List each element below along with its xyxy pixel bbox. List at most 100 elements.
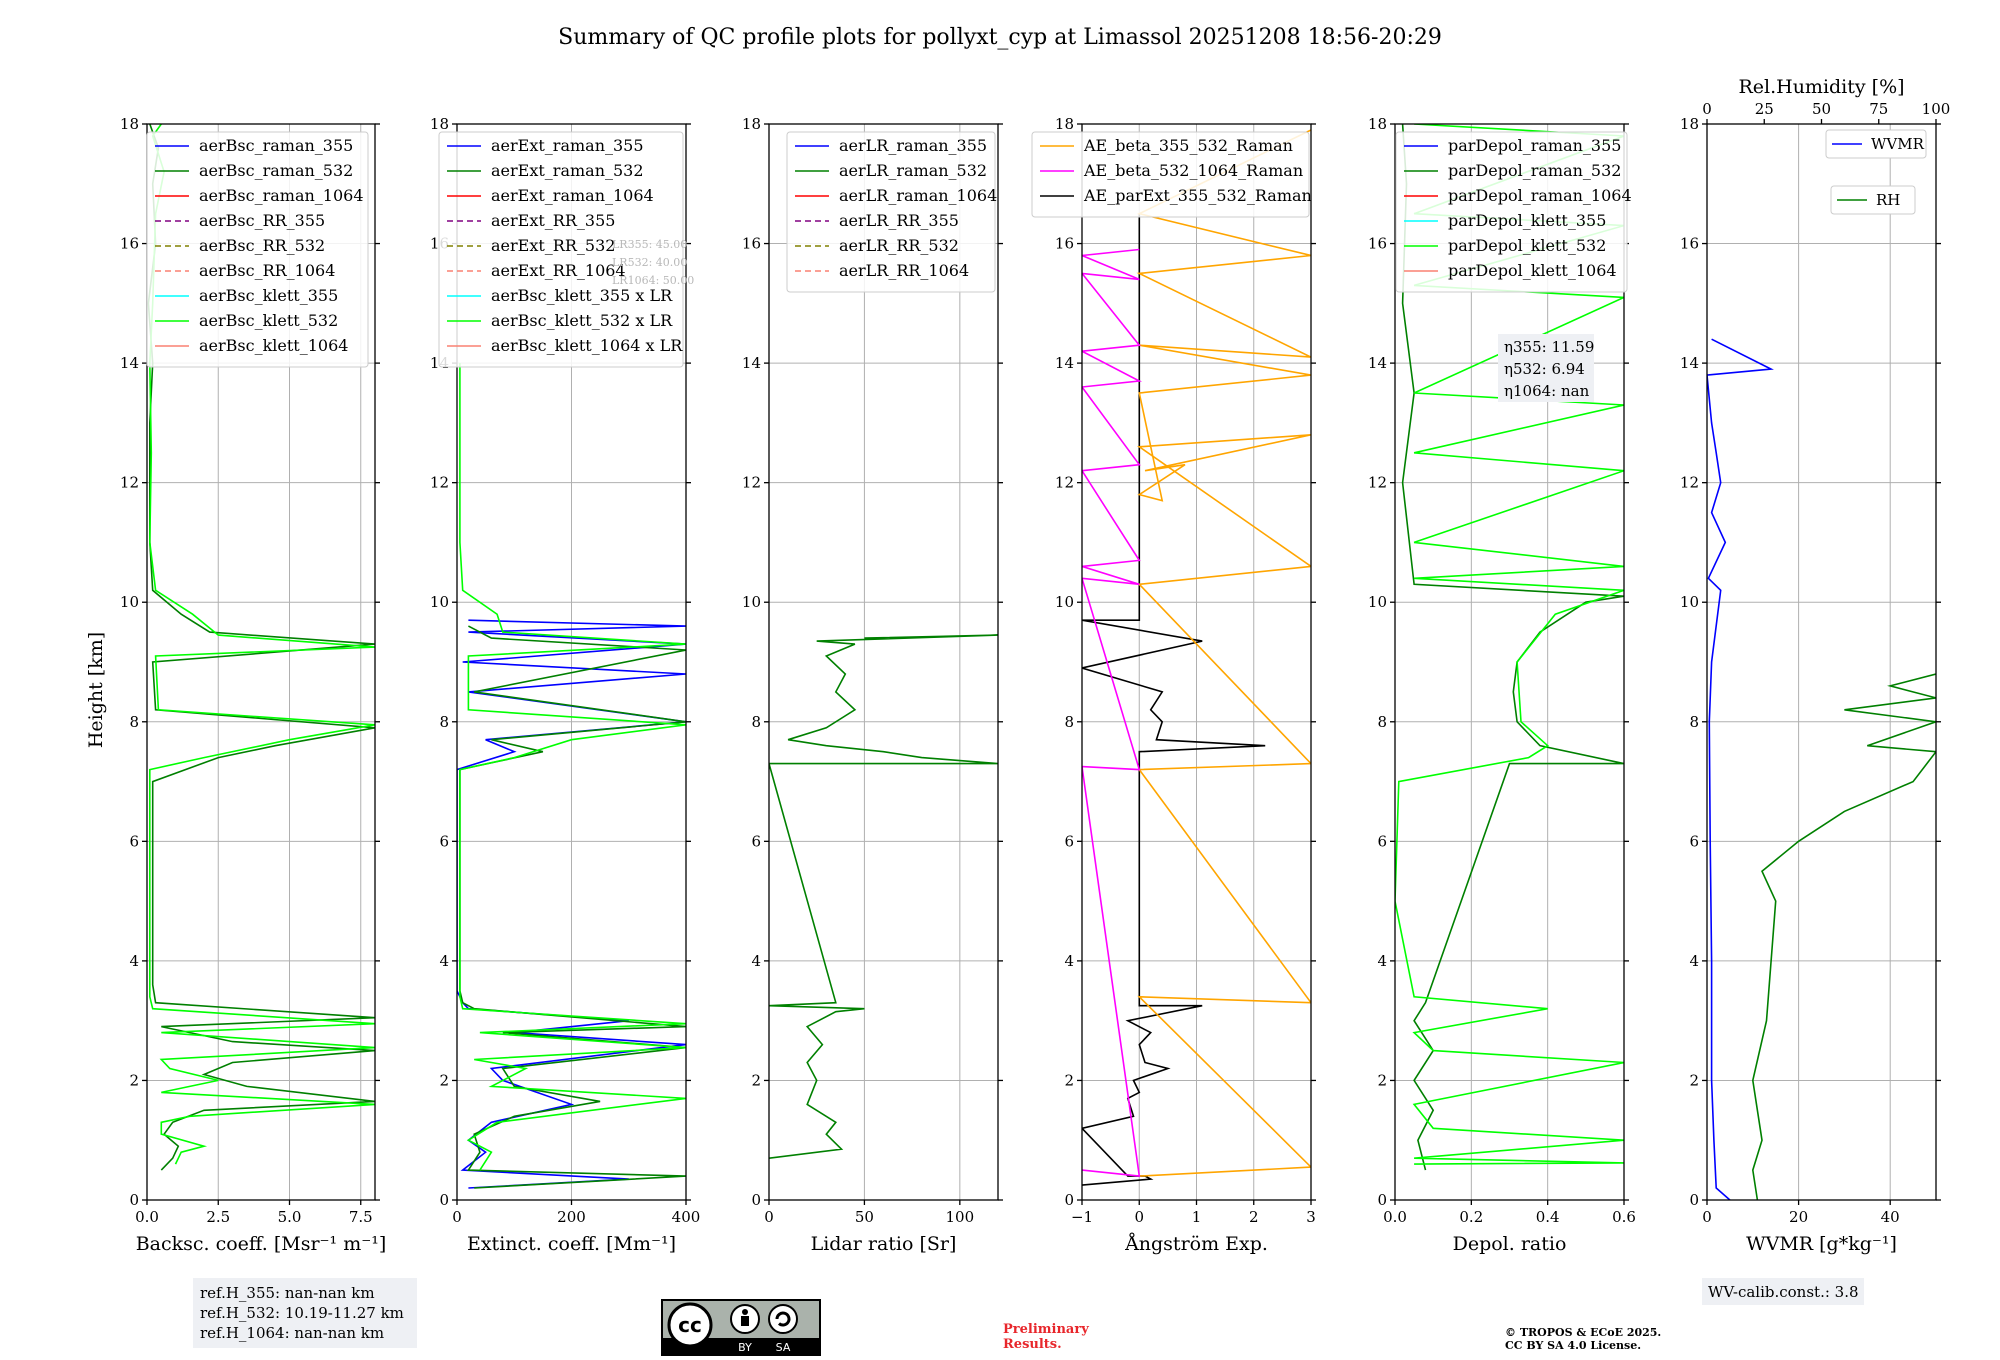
y-tick-label: 12 — [742, 474, 761, 492]
legend-box — [1395, 131, 1628, 293]
top-x-tick-label: 25 — [1755, 100, 1774, 118]
ref-height-1064: ref.H_1064: nan-nan km — [200, 1324, 384, 1342]
y-tick-label: 6 — [439, 832, 449, 850]
x-tick-label: 0 — [1702, 1208, 1712, 1226]
x-tick-label: 0 — [1134, 1208, 1144, 1226]
legend-label: aerExt_RR_532 — [491, 236, 615, 255]
series-line-parDepol_klett_532 — [1395, 124, 1624, 1165]
y-tick-label: 12 — [1368, 474, 1387, 492]
legend-label: aerBsc_raman_532 — [199, 161, 353, 180]
x-tick-label: 2 — [1249, 1208, 1259, 1226]
legend-box — [1031, 131, 1310, 218]
legend-label: aerExt_raman_532 — [491, 161, 644, 180]
series-group — [1082, 129, 1311, 1186]
plot-frame — [146, 123, 376, 1201]
by-icon-body — [741, 1316, 749, 1326]
y-tick-label: 6 — [1064, 832, 1074, 850]
x-tick-label: 20 — [1789, 1208, 1808, 1226]
y-tick-label: 4 — [1689, 952, 1699, 970]
eta-line: η532: 6.94 — [1504, 360, 1585, 378]
legend-label: aerExt_raman_1064 — [491, 186, 654, 205]
x-tick-label: 0.2 — [1459, 1208, 1483, 1226]
legend-box — [146, 131, 369, 368]
y-tick-label: 12 — [1680, 474, 1699, 492]
y-tick-label: 8 — [751, 713, 761, 731]
x-tick-label: 0 — [452, 1208, 462, 1226]
y-tick-label: 10 — [120, 593, 139, 611]
y-tick-label: 2 — [439, 1071, 449, 1089]
panel-lidar_ratio: 0 2 4 6 8 10 12 14 16 18 0 50 100 Lidar ratio [Sr] aer… — [742, 115, 1003, 1255]
ref-height-box-bg — [193, 1278, 417, 1348]
wv-calib-bg — [1702, 1278, 1864, 1305]
series-line-aerBsc_raman_532 — [147, 124, 375, 1171]
legend-label: parDepol_klett_355 — [1448, 211, 1606, 230]
legend-label: parDepol_raman_355 — [1448, 136, 1621, 155]
legend-label: parDepol_klett_1064 — [1448, 261, 1617, 280]
legend-label: aerBsc_klett_532 x LR — [491, 311, 673, 330]
top-x-tick-label: 50 — [1812, 100, 1831, 118]
series-line-aerBsc_klett_532 x LR — [459, 363, 686, 1171]
legend-box — [1830, 185, 1916, 215]
series-line-AE_parExt_355_532_Raman — [1082, 213, 1266, 1186]
y-tick-label: 10 — [430, 593, 449, 611]
series-line-aerLR_raman_532 — [769, 634, 998, 1159]
sa-label: SA — [776, 1341, 791, 1354]
y-tick-label: 14 — [1055, 354, 1074, 372]
top-x-tick-label: 100 — [1922, 100, 1951, 118]
legend-label: aerExt_raman_355 — [491, 136, 644, 155]
preliminary-results-note: Preliminary Results. — [1003, 1322, 1089, 1352]
top-x-tick-label: 0 — [1702, 100, 1712, 118]
x-tick-label: −1 — [1071, 1208, 1093, 1226]
y-tick-label: 2 — [1064, 1071, 1074, 1089]
copyright-line-2: CC BY SA 4.0 License. — [1505, 1339, 1641, 1352]
y-tick-label: 4 — [1377, 952, 1387, 970]
y-tick-label: 18 — [742, 115, 761, 133]
eta-box — [1498, 334, 1594, 402]
legend-label: parDepol_klett_532 — [1448, 236, 1606, 255]
series-group — [457, 363, 686, 1189]
y-tick-label: 10 — [1368, 593, 1387, 611]
y-tick-label: 8 — [439, 713, 449, 731]
y-tick-label: 0 — [439, 1191, 449, 1209]
legend-label: AE_beta_355_532_Raman — [1083, 136, 1293, 155]
legend-label: aerLR_raman_355 — [839, 136, 987, 155]
legend-label: AE_beta_532_1064_Raman — [1083, 161, 1303, 180]
y-tick-label: 4 — [751, 952, 761, 970]
y-tick-label: 12 — [120, 474, 139, 492]
series-group — [769, 634, 998, 1159]
y-tick-label: 2 — [1689, 1071, 1699, 1089]
panel-backscatter: 0 2 4 6 8 10 12 14 16 18 0.0 2.5 5.0 7.5 Backsc. coeff… — [120, 115, 386, 1255]
legend-label: aerBsc_raman_355 — [199, 136, 353, 155]
cc-icon — [667, 1302, 713, 1348]
cc-by-sa-badge: cc BY SA — [661, 1299, 821, 1356]
legend-label: aerBsc_klett_1064 — [199, 336, 348, 355]
x-tick-label: 100 — [946, 1208, 975, 1226]
y-tick-label: 6 — [129, 832, 139, 850]
plot-frame — [1706, 123, 1937, 1201]
y-tick-label: 10 — [742, 593, 761, 611]
legend-label: aerBsc_klett_355 x LR — [491, 286, 673, 305]
preliminary-line-2: Results. — [1003, 1337, 1062, 1352]
y-tick-label: 14 — [120, 354, 139, 372]
y-tick-label: 4 — [439, 952, 449, 970]
x-axis-label: Depol. ratio — [1453, 1233, 1567, 1255]
y-tick-label: 16 — [120, 235, 139, 253]
x-tick-label: 0.0 — [1383, 1208, 1407, 1226]
series-line-AE_beta_355_532_Raman — [1136, 129, 1311, 1177]
legend-label: aerExt_RR_1064 — [491, 261, 626, 280]
copyright-line-1: © TROPOS & ECoE 2025. — [1505, 1326, 1661, 1339]
x-tick-label: 5.0 — [278, 1208, 302, 1226]
series-line-RH — [1751, 673, 1936, 1200]
preliminary-line-1: Preliminary — [1003, 1322, 1089, 1337]
y-tick-label: 10 — [1055, 593, 1074, 611]
y-tick-label: 18 — [1680, 115, 1699, 133]
x-axis-label: Extinct. coeff. [Mm⁻¹] — [467, 1233, 676, 1255]
x-tick-label: 200 — [557, 1208, 586, 1226]
x-tick-label: 7.5 — [349, 1208, 373, 1226]
copyright-note: © TROPOS & ECoE 2025. CC BY SA 4.0 Licen… — [1505, 1326, 1661, 1352]
y-tick-label: 8 — [1064, 713, 1074, 731]
y-tick-label: 4 — [129, 952, 139, 970]
y-tick-label: 4 — [1064, 952, 1074, 970]
